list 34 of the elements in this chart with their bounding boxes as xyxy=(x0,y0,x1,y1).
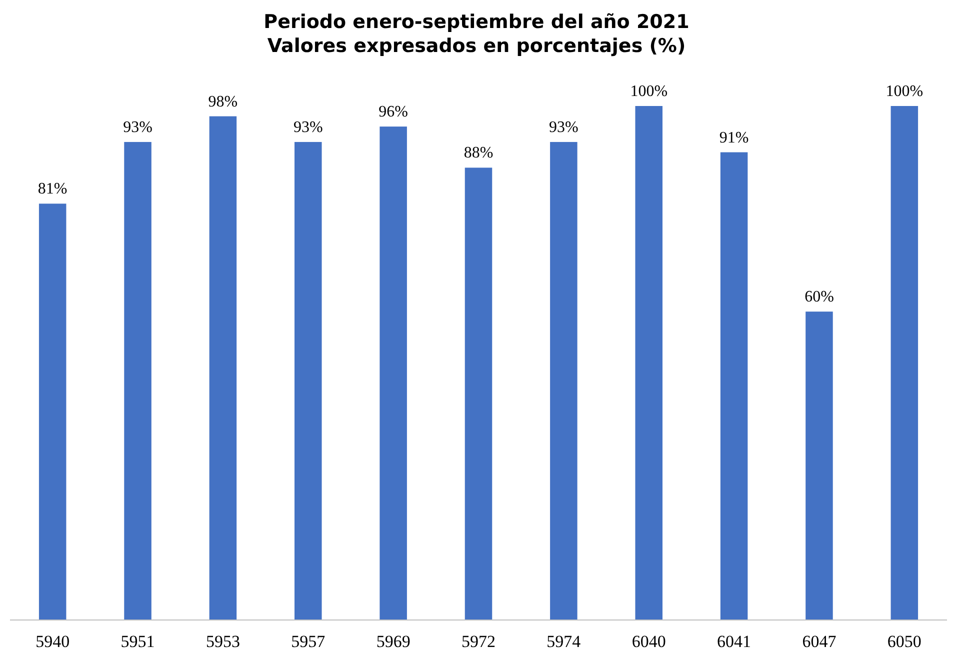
chart-title: Periodo enero-septiembre del año 2021 Valores expresados en porcentajes (%) xyxy=(264,11,690,57)
x-tick-label: 6040 xyxy=(632,632,666,651)
x-tick-label: 5969 xyxy=(376,632,410,651)
data-label: 93% xyxy=(293,118,323,136)
x-tick-label: 5951 xyxy=(120,632,155,651)
bar xyxy=(124,142,152,620)
data-label: 100% xyxy=(886,83,924,100)
bar xyxy=(464,168,492,620)
data-label: 96% xyxy=(378,104,408,121)
x-tick-label: 6047 xyxy=(802,632,837,651)
data-label: 93% xyxy=(549,118,578,136)
bar xyxy=(720,152,748,620)
x-tick-label: 5957 xyxy=(291,632,326,651)
bar xyxy=(38,204,66,620)
x-tick-label: 5974 xyxy=(546,632,582,651)
bar xyxy=(806,312,833,620)
bar xyxy=(550,142,578,620)
data-label: 60% xyxy=(804,288,834,306)
x-tick-label: 5940 xyxy=(36,632,70,651)
data-label: 88% xyxy=(464,144,494,162)
data-label: 98% xyxy=(208,93,238,110)
x-tick-label: 5953 xyxy=(206,632,240,651)
data-label: 81% xyxy=(38,180,68,198)
bar xyxy=(890,106,918,620)
data-label: 100% xyxy=(630,83,668,100)
bar xyxy=(635,106,662,620)
x-tick-label: 5972 xyxy=(462,632,496,651)
data-label: 91% xyxy=(719,129,749,146)
x-tick-label: 6050 xyxy=(887,632,922,651)
x-tick-label: 6041 xyxy=(717,632,752,651)
bar xyxy=(294,142,322,620)
data-label: 93% xyxy=(123,118,152,136)
bar xyxy=(209,116,237,620)
bar xyxy=(380,126,407,620)
